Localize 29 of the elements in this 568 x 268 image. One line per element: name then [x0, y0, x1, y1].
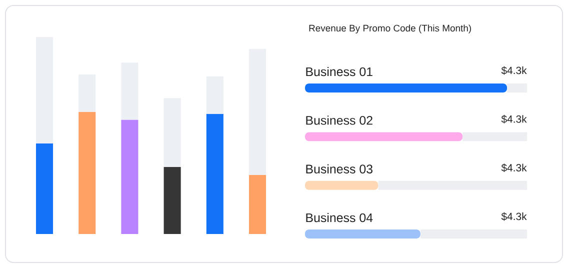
- annotation: $4.3k: [501, 66, 527, 75]
- bar: [378, 180, 528, 190]
- annotation: $4.3k: [501, 212, 527, 221]
- chart-title: Revenue By Promo Code (This Month): [309, 24, 471, 34]
- bar: [36, 36, 54, 144]
- annotation: $4.3k: [501, 164, 527, 172]
- bar: [305, 84, 508, 92]
- bar: [507, 84, 528, 92]
- bar: [121, 62, 138, 120]
- y-tick-label: Business 01: [306, 66, 372, 76]
- bar: [462, 132, 528, 142]
- bar: [78, 74, 96, 112]
- bar: [164, 167, 181, 234]
- y-tick-label: Business 03: [306, 164, 372, 174]
- y-tick-label: Business 04: [306, 212, 373, 222]
- bar: [248, 174, 266, 234]
- y-tick-label: Business 02: [306, 116, 372, 125]
- bar: [248, 48, 266, 175]
- annotation: $4.3k: [501, 114, 527, 124]
- bar: [206, 114, 224, 234]
- bar: [78, 112, 96, 234]
- bar: [305, 180, 378, 190]
- bar: [305, 230, 420, 238]
- bar: [36, 143, 54, 234]
- bar: [164, 98, 181, 168]
- bar: [121, 120, 138, 234]
- bar: [206, 76, 224, 114]
- bar: [420, 230, 528, 238]
- bar: [305, 132, 463, 142]
